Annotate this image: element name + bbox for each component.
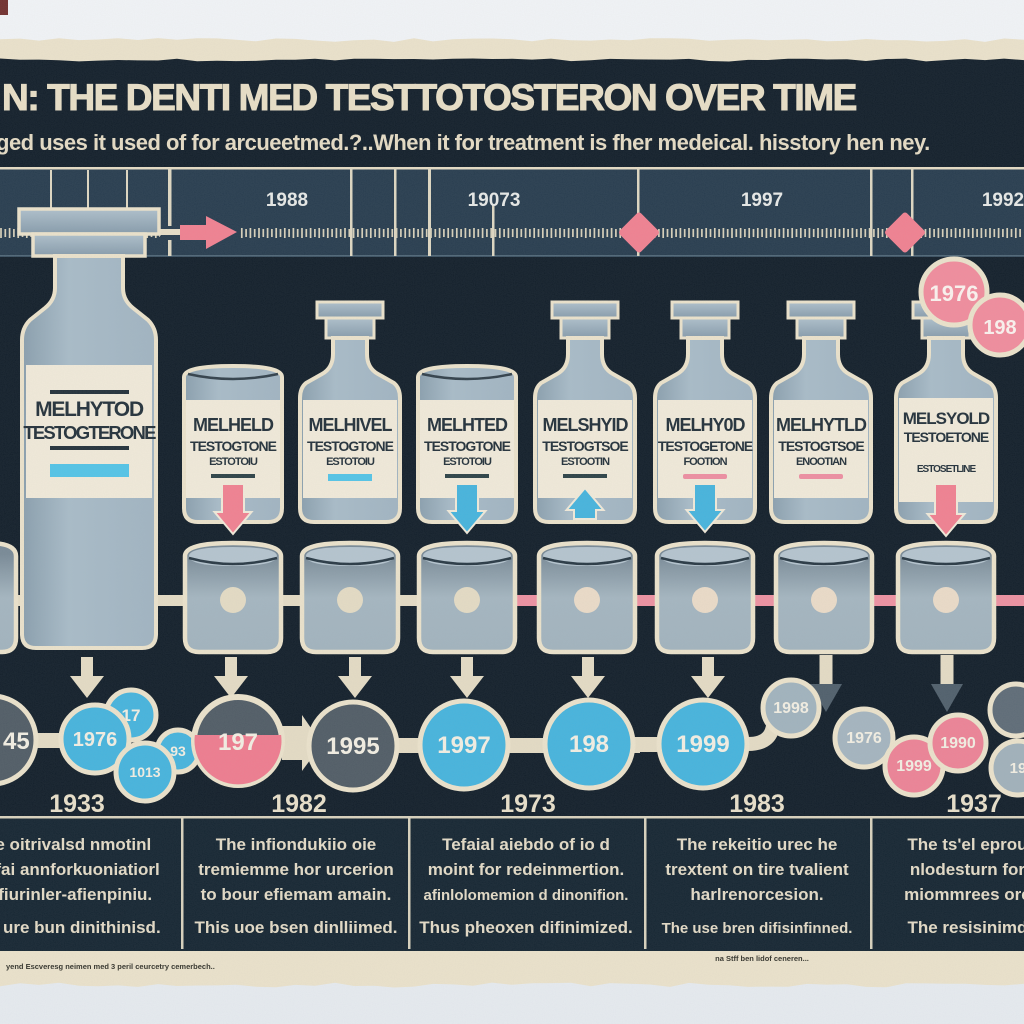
svg-text:na Stff ben lidof ceneren...: na Stff ben lidof ceneren... (715, 954, 809, 963)
svg-text:yend Escveresg neimen med 3 pe: yend Escveresg neimen med 3 peril ceurce… (6, 962, 215, 971)
